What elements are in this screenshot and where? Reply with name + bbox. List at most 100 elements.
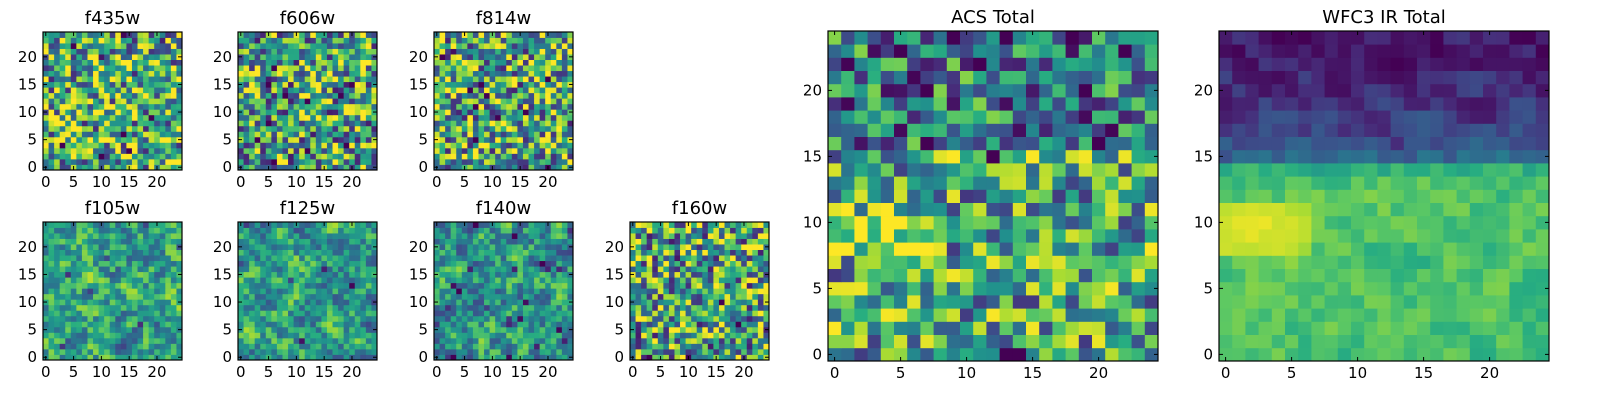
heatmap-cell: [70, 293, 77, 300]
heatmap-cell: [702, 271, 709, 278]
heatmap-cell: [567, 92, 574, 99]
heatmap-cell: [746, 348, 753, 355]
heatmap-cell: [81, 114, 88, 121]
heatmap-cell: [109, 337, 116, 344]
heatmap-cell: [299, 277, 306, 284]
heatmap-cell: [567, 337, 574, 344]
heatmap-cell: [81, 158, 88, 165]
heatmap-cell: [304, 37, 311, 44]
heatmap-cell: [310, 125, 317, 132]
heatmap-cell: [343, 70, 350, 77]
heatmap-cell: [93, 343, 99, 350]
heatmap-cell: [713, 271, 720, 278]
heatmap-cell: [484, 114, 490, 121]
heatmap-cell: [641, 282, 648, 289]
heatmap-cell: [668, 260, 675, 267]
heatmap-cell: [59, 109, 66, 116]
heatmap-cell: [360, 142, 367, 149]
heatmap-cell: [724, 249, 731, 256]
heatmap-cell: [332, 244, 339, 250]
heatmap-cell: [343, 277, 350, 284]
heatmap-cell: [260, 326, 267, 333]
heatmap-cell: [293, 249, 300, 256]
heatmap-cell: [668, 271, 675, 278]
heatmap-cell: [87, 304, 94, 311]
heatmap-cell: [489, 288, 496, 295]
heatmap-cell: [260, 354, 267, 361]
heatmap-cell: [87, 109, 94, 116]
heatmap-cell: [511, 120, 518, 127]
heatmap-cell: [752, 260, 759, 267]
heatmap-cell: [907, 308, 921, 322]
heatmap-cell: [343, 315, 350, 322]
heatmap-cell: [696, 332, 703, 339]
heatmap-cell: [170, 54, 177, 60]
heatmap-cell: [326, 76, 333, 83]
heatmap-cell: [506, 114, 513, 121]
heatmap-cell: [461, 315, 468, 322]
heatmap-cell: [946, 321, 961, 335]
heatmap-cell: [445, 153, 452, 160]
heatmap-cell: [550, 321, 557, 328]
heatmap-cell: [1012, 202, 1027, 217]
heatmap-cell: [561, 348, 568, 355]
heatmap-cell: [561, 249, 568, 256]
heatmap-cell: [137, 158, 144, 165]
heatmap-cell: [304, 255, 311, 262]
heatmap-cell: [1026, 242, 1040, 256]
heatmap-cell: [746, 293, 753, 300]
heatmap-cell: [282, 153, 289, 160]
heatmap-cell: [70, 282, 77, 289]
heatmap-cell: [434, 125, 440, 132]
heatmap-cell: [265, 238, 272, 245]
heatmap-cell: [741, 321, 748, 328]
heatmap-cell: [630, 315, 636, 322]
heatmap-cell: [907, 176, 921, 190]
heatmap-cell: [668, 304, 675, 311]
heatmap-cell: [65, 32, 72, 38]
heatmap-cell: [439, 103, 446, 110]
heatmap-cell: [641, 233, 648, 239]
heatmap-cell: [109, 142, 116, 149]
heatmap-cell: [148, 348, 155, 355]
heatmap-cell: [254, 332, 261, 339]
heatmap-cell: [630, 321, 636, 328]
heatmap-cell: [545, 337, 552, 344]
heatmap-cell: [467, 164, 474, 171]
heatmap-cell: [986, 215, 1000, 230]
heatmap-cell: [165, 136, 172, 143]
heatmap-cell: [500, 260, 507, 267]
heatmap-cell: [652, 354, 659, 361]
heatmap-cell: [680, 321, 686, 328]
heatmap-cell: [315, 282, 322, 289]
heatmap-cell: [1118, 347, 1132, 362]
heatmap-cell: [685, 315, 692, 322]
heatmap-cell: [332, 315, 339, 322]
heatmap-cell: [265, 103, 272, 110]
heatmap-cell: [680, 244, 686, 250]
heatmap-cell: [131, 103, 138, 110]
heatmap-cell: [159, 266, 166, 273]
heatmap-cell: [76, 32, 83, 38]
heatmap-cell: [567, 59, 574, 66]
heatmap-cell: [304, 103, 311, 110]
heatmap-cell: [293, 37, 300, 44]
heatmap-cell: [707, 244, 714, 250]
heatmap-cell: [254, 315, 261, 322]
heatmap-cell: [349, 125, 356, 132]
heatmap-cell: [450, 277, 457, 284]
heatmap-cell: [500, 87, 507, 94]
heatmap-cell: [456, 142, 463, 149]
heatmap-cell: [282, 277, 289, 284]
heatmap-cell: [920, 176, 934, 190]
heatmap-cell: [170, 125, 177, 132]
heatmap-cell: [556, 103, 563, 110]
heatmap-cell: [545, 277, 552, 284]
heatmap-cell: [506, 304, 513, 311]
heatmap-cell: [1131, 176, 1146, 190]
heatmap-cell: [81, 238, 88, 245]
heatmap-cell: [343, 120, 350, 127]
heatmap-cell: [450, 70, 457, 77]
heatmap-cell: [506, 98, 513, 105]
heatmap-cell: [338, 321, 345, 328]
